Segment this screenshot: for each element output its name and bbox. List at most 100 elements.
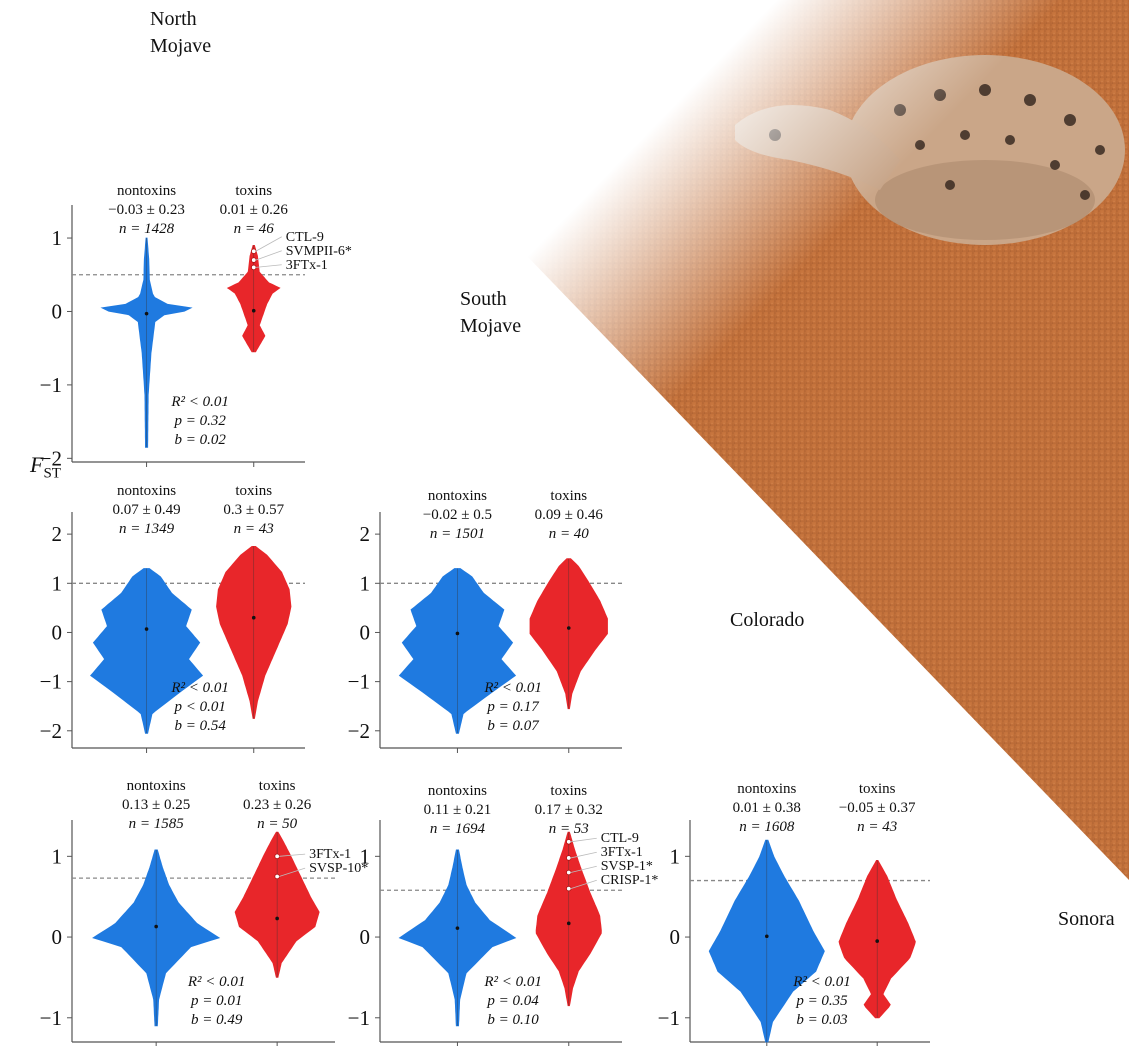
- toxins-header-label: toxins: [259, 778, 296, 794]
- y-tick-label: −1: [348, 670, 370, 694]
- nontoxins-mean-sd-label: 0.11 ± 0.21: [424, 802, 492, 818]
- regression-stat-label: p = 0.32: [173, 413, 226, 429]
- y-tick-label: −2: [40, 446, 62, 470]
- regression-stat-label: p < 0.01: [173, 699, 225, 715]
- nontoxins-n-label: n = 1694: [430, 821, 486, 837]
- regression-stat-label: p = 0.01: [190, 993, 242, 1009]
- outlier-annotation-label: 3FTx-1: [286, 258, 328, 273]
- toxins-mean-sd-label: 0.3 ± 0.57: [223, 502, 284, 518]
- nontoxins-header-label: nontoxins: [117, 483, 176, 499]
- toxins-mean-point: [566, 921, 571, 926]
- y-tick-label: 0: [52, 925, 63, 949]
- nontoxins-n-label: n = 1349: [119, 521, 175, 537]
- y-tick-label: 2: [360, 522, 371, 546]
- y-tick-label: −2: [40, 719, 62, 743]
- regression-stat-label: b = 0.02: [174, 432, 226, 448]
- panel-row1-col1: [67, 205, 305, 467]
- y-tick-label: 1: [360, 844, 371, 868]
- toxins-mean-point: [566, 626, 571, 630]
- regression-stat-label: p = 0.04: [486, 993, 539, 1009]
- panel-row2-col2: [375, 512, 622, 753]
- toxins-mean-point: [251, 308, 256, 313]
- regression-stat-label: p = 0.17: [486, 699, 540, 715]
- nontoxins-n-label: n = 1501: [430, 526, 485, 542]
- nontoxins-header-label: nontoxins: [117, 183, 176, 199]
- toxins-n-label: n = 53: [549, 821, 589, 837]
- annotation-leader-line: [255, 250, 282, 261]
- toxins-n-label: n = 40: [549, 526, 590, 542]
- toxins-header-label: toxins: [550, 488, 587, 504]
- nontoxins-header-label: nontoxins: [127, 778, 186, 794]
- toxins-header-label: toxins: [859, 781, 896, 797]
- toxins-header-label: toxins: [235, 183, 272, 199]
- y-tick-label: 1: [52, 571, 63, 595]
- region-label-colorado: Colorado: [730, 609, 805, 631]
- nontoxins-header-label: nontoxins: [428, 783, 487, 799]
- annotation-leader-line: [255, 264, 282, 268]
- y-tick-label: 0: [670, 925, 681, 949]
- y-tick-label: 0: [52, 620, 63, 644]
- nontoxins-n-label: n = 1585: [129, 816, 185, 832]
- y-axis-label-main: F: [30, 452, 44, 477]
- y-tick-label: −1: [348, 1006, 370, 1030]
- outlier-annotation-label: 3FTx-1: [601, 845, 643, 860]
- toxins-mean-sd-label: 0.17 ± 0.32: [535, 802, 603, 818]
- regression-stat-label: R² < 0.01: [170, 394, 229, 410]
- annotation-leader-line: [279, 853, 306, 857]
- nontoxins-mean-point: [144, 311, 149, 316]
- regression-stat-label: R² < 0.01: [483, 680, 542, 696]
- y-axis-label: FST: [30, 452, 61, 482]
- nontoxins-mean-point: [455, 926, 460, 930]
- panel-row3-col1: [67, 820, 335, 1046]
- nontoxins-mean-sd-label: 0.01 ± 0.38: [733, 800, 801, 816]
- region-label-line: Mojave: [150, 35, 212, 57]
- outlier-point: [566, 869, 572, 876]
- y-tick-label: −1: [40, 1006, 62, 1030]
- nontoxins-mean-point: [154, 924, 158, 929]
- nontoxins-mean-point: [765, 934, 769, 939]
- toxins-header-label: toxins: [235, 483, 272, 499]
- regression-stat-label: p = 0.35: [795, 993, 848, 1009]
- annotation-leader-line: [570, 837, 597, 843]
- outlier-annotation-label: CTL-9: [601, 831, 639, 846]
- toxins-mean-point: [875, 939, 879, 943]
- nontoxins-mean-point: [144, 627, 149, 631]
- regression-stat-label: b = 0.54: [174, 718, 226, 734]
- outlier-annotation-label: 3FTx-1: [309, 847, 351, 862]
- region-label-line: South: [460, 288, 507, 310]
- outlier-annotation-label: CTL-9: [286, 230, 324, 245]
- y-tick-label: −1: [40, 670, 62, 694]
- outlier-point: [274, 853, 280, 860]
- toxins-n-label: n = 43: [234, 521, 274, 537]
- outlier-annotation-label: SVMPII-6*: [286, 244, 352, 259]
- outlier-point: [566, 885, 572, 892]
- regression-stat-label: b = 0.49: [191, 1012, 243, 1028]
- toxins-n-label: n = 46: [234, 221, 275, 237]
- annotation-leader-line: [570, 865, 597, 873]
- toxins-mean-point: [275, 916, 279, 921]
- nontoxins-mean-point: [455, 631, 460, 636]
- y-tick-label: 1: [670, 844, 681, 868]
- y-axis-label-sub: ST: [43, 465, 61, 482]
- nontoxins-n-label: n = 1608: [739, 819, 795, 835]
- outlier-annotation-label: SVSP-1*: [601, 859, 653, 874]
- panel-row3-col2: [375, 820, 622, 1046]
- y-tick-label: 0: [360, 620, 371, 644]
- toxins-n-label: n = 50: [257, 816, 298, 832]
- annotation-leader-line: [570, 851, 597, 859]
- annotation-leader-line: [255, 236, 282, 252]
- nontoxins-mean-sd-label: 0.07 ± 0.49: [112, 502, 180, 518]
- y-tick-label: −1: [40, 373, 62, 397]
- regression-stat-label: b = 0.07: [487, 718, 540, 734]
- toxins-n-label: n = 43: [857, 819, 897, 835]
- y-tick-label: 2: [52, 522, 63, 546]
- region-label-north-mojave: North Mojave: [150, 6, 211, 60]
- toxins-mean-sd-label: 0.09 ± 0.46: [535, 507, 604, 523]
- nontoxins-mean-sd-label: −0.03 ± 0.23: [108, 202, 185, 218]
- y-tick-label: 0: [52, 299, 63, 323]
- annotation-leader-line: [279, 867, 306, 877]
- regression-stat-label: R² < 0.01: [483, 974, 542, 990]
- toxins-mean-sd-label: 0.01 ± 0.26: [220, 202, 289, 218]
- nontoxins-mean-sd-label: 0.13 ± 0.25: [122, 797, 190, 813]
- outlier-point: [251, 264, 257, 271]
